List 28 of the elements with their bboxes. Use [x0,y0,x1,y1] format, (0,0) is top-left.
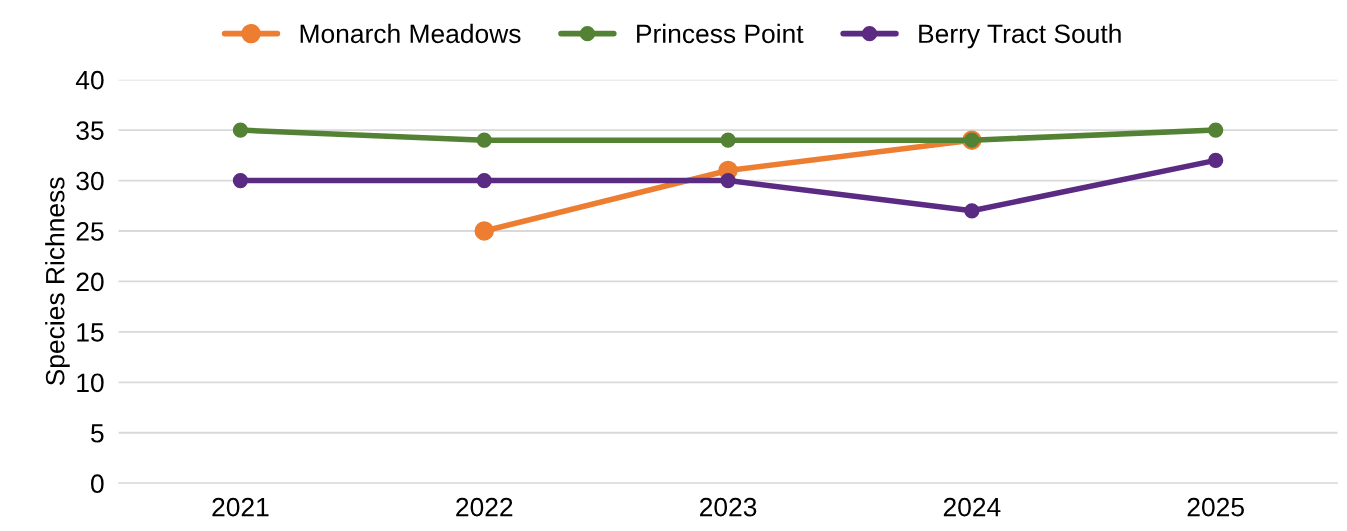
y-tick-label: 20 [76,272,104,292]
point [1208,152,1224,169]
point [964,203,980,219]
point [720,132,736,148]
y-tick-label: 30 [76,171,104,191]
y-tick-label: 40 [75,70,104,90]
y-tick-label: 10 [77,373,104,393]
legend-label: Berry Tract South [919,23,1121,49]
point [1208,122,1224,138]
point [232,122,249,138]
legend-label: Monarch Meadows [300,23,521,44]
point [720,172,736,189]
x-tick-label: 2021 [212,497,269,517]
x-tick-label: 2025 [1187,497,1244,517]
point [232,172,249,189]
point [474,221,494,241]
x-tick-label: 2024 [943,497,1001,517]
legend-label: Princess Point [637,23,804,44]
x-tick-label: 2023 [700,497,757,517]
y-tick-label: 25 [76,222,104,241]
y-tick-label: 15 [77,323,104,342]
y-tick-label: 5 [91,424,104,443]
y-tick-label: 0 [91,474,104,494]
x-tick-label: 2022 [456,497,513,517]
point [476,132,492,148]
y-tick-label: 35 [76,121,104,140]
point [476,172,492,189]
y-axis-title: Species Richness [45,177,70,386]
